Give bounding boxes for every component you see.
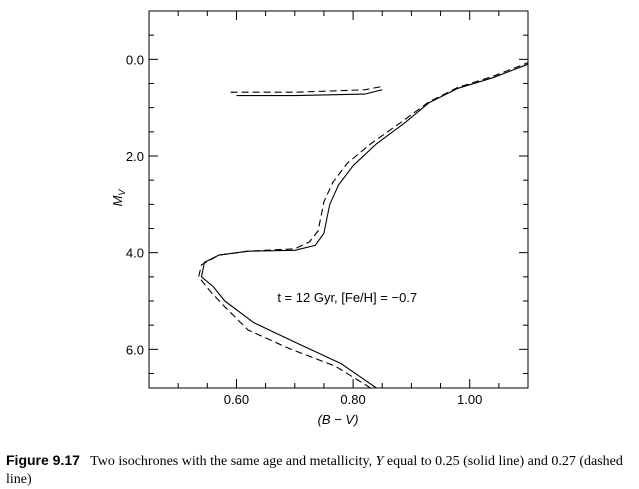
caption-text-1: Two isochrones with the same age and met…: [90, 454, 376, 469]
x-tick-label: 0.60: [224, 392, 249, 407]
plot-annotation: t = 12 Gyr, [Fe/H] = −0.7: [277, 290, 417, 305]
figure-label: Figure 9.17: [6, 452, 80, 468]
x-axis-title: (B − V): [318, 412, 359, 427]
solid-isochrone-segment-1: [236, 89, 383, 97]
axis-ticks: [149, 11, 528, 388]
figure-caption: Figure 9.17 Two isochrones with the same…: [6, 451, 634, 489]
svg-text:MV: MV: [110, 189, 127, 207]
dashed-isochrone-segment-0: [198, 62, 529, 389]
y-tick-label: 2.0: [126, 149, 144, 164]
x-tick-label: 0.80: [340, 392, 365, 407]
solid-isochrone-segment-0: [200, 63, 529, 389]
plot-frame: [148, 10, 529, 389]
y-tick-label: 4.0: [126, 246, 144, 261]
isochrone-curves: [198, 62, 529, 389]
y-axis-title-sub: V: [117, 189, 127, 196]
caption-y-symbol: Y: [375, 454, 384, 469]
dashed-isochrone-segment-1: [230, 85, 383, 93]
y-axis-title-main: M: [110, 195, 125, 206]
x-tick-label: 1.00: [457, 392, 482, 407]
caption-text-2: equal to 0.25 (solid line) and 0.27 (das…: [6, 454, 623, 487]
y-tick-label: 0.0: [126, 52, 144, 67]
y-tick-label: 6.0: [126, 342, 144, 357]
isochrone-plot: 0.60 0.80 1.00 0.0 2.0 4.0 6.0 (B − V) MV t = …: [110, 10, 529, 427]
tick-labels: 0.60 0.80 1.00 0.0 2.0 4.0 6.0: [126, 52, 482, 407]
y-axis-title: MV: [110, 189, 127, 207]
